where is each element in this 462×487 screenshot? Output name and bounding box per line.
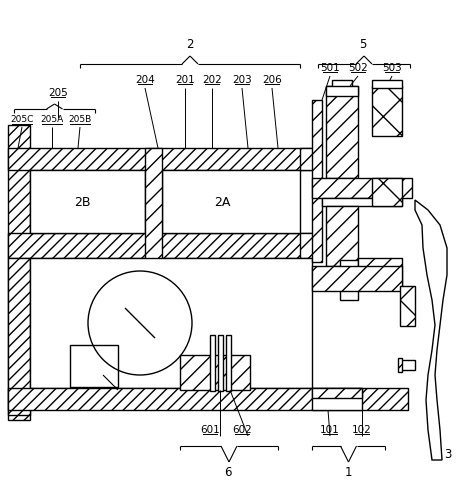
Bar — [70, 345, 118, 387]
Text: 202: 202 — [202, 75, 222, 85]
Text: 501: 501 — [320, 63, 340, 73]
Bar — [340, 260, 358, 300]
Text: 601: 601 — [200, 425, 220, 435]
Bar — [300, 148, 315, 170]
Text: 602: 602 — [232, 425, 252, 435]
Text: 205A: 205A — [40, 115, 64, 125]
Bar — [180, 355, 250, 390]
Bar — [312, 178, 412, 198]
Bar — [326, 86, 358, 96]
Text: 205B: 205B — [68, 115, 91, 125]
Bar — [300, 233, 315, 258]
Text: 3: 3 — [444, 449, 452, 462]
Bar — [400, 286, 415, 326]
Bar — [8, 233, 312, 258]
Text: 503: 503 — [382, 63, 402, 73]
Text: 205: 205 — [48, 88, 68, 98]
Bar — [226, 335, 231, 391]
Polygon shape — [415, 200, 447, 460]
Bar — [162, 170, 300, 233]
Text: 102: 102 — [352, 425, 372, 435]
Text: 2: 2 — [186, 37, 194, 51]
Text: 2B: 2B — [74, 196, 90, 209]
Text: 203: 203 — [232, 75, 252, 85]
Bar — [30, 170, 145, 233]
Bar — [400, 360, 415, 370]
Bar — [312, 266, 402, 291]
Bar — [372, 86, 402, 136]
Bar — [8, 125, 30, 420]
Text: 201: 201 — [175, 75, 195, 85]
Bar — [372, 80, 402, 88]
Text: 5: 5 — [359, 37, 367, 51]
Bar — [218, 335, 223, 391]
Bar — [8, 148, 312, 170]
Bar — [30, 258, 312, 388]
Bar — [145, 148, 162, 260]
Text: 502: 502 — [348, 63, 368, 73]
Bar — [312, 100, 322, 262]
Bar — [326, 206, 358, 266]
Text: 2A: 2A — [214, 196, 230, 209]
Polygon shape — [8, 258, 30, 415]
Text: 204: 204 — [135, 75, 155, 85]
Bar — [398, 358, 402, 372]
Bar — [312, 388, 362, 398]
Bar — [332, 80, 352, 88]
Bar — [8, 388, 408, 410]
Bar — [372, 178, 402, 206]
Text: 101: 101 — [320, 425, 340, 435]
Bar — [210, 335, 215, 391]
Text: 205C: 205C — [10, 115, 34, 125]
Bar — [322, 198, 402, 206]
Bar — [312, 388, 362, 410]
Bar — [326, 86, 358, 178]
Text: 206: 206 — [262, 75, 282, 85]
Text: 1: 1 — [344, 466, 352, 479]
Text: 6: 6 — [224, 466, 232, 479]
Bar — [358, 258, 402, 286]
